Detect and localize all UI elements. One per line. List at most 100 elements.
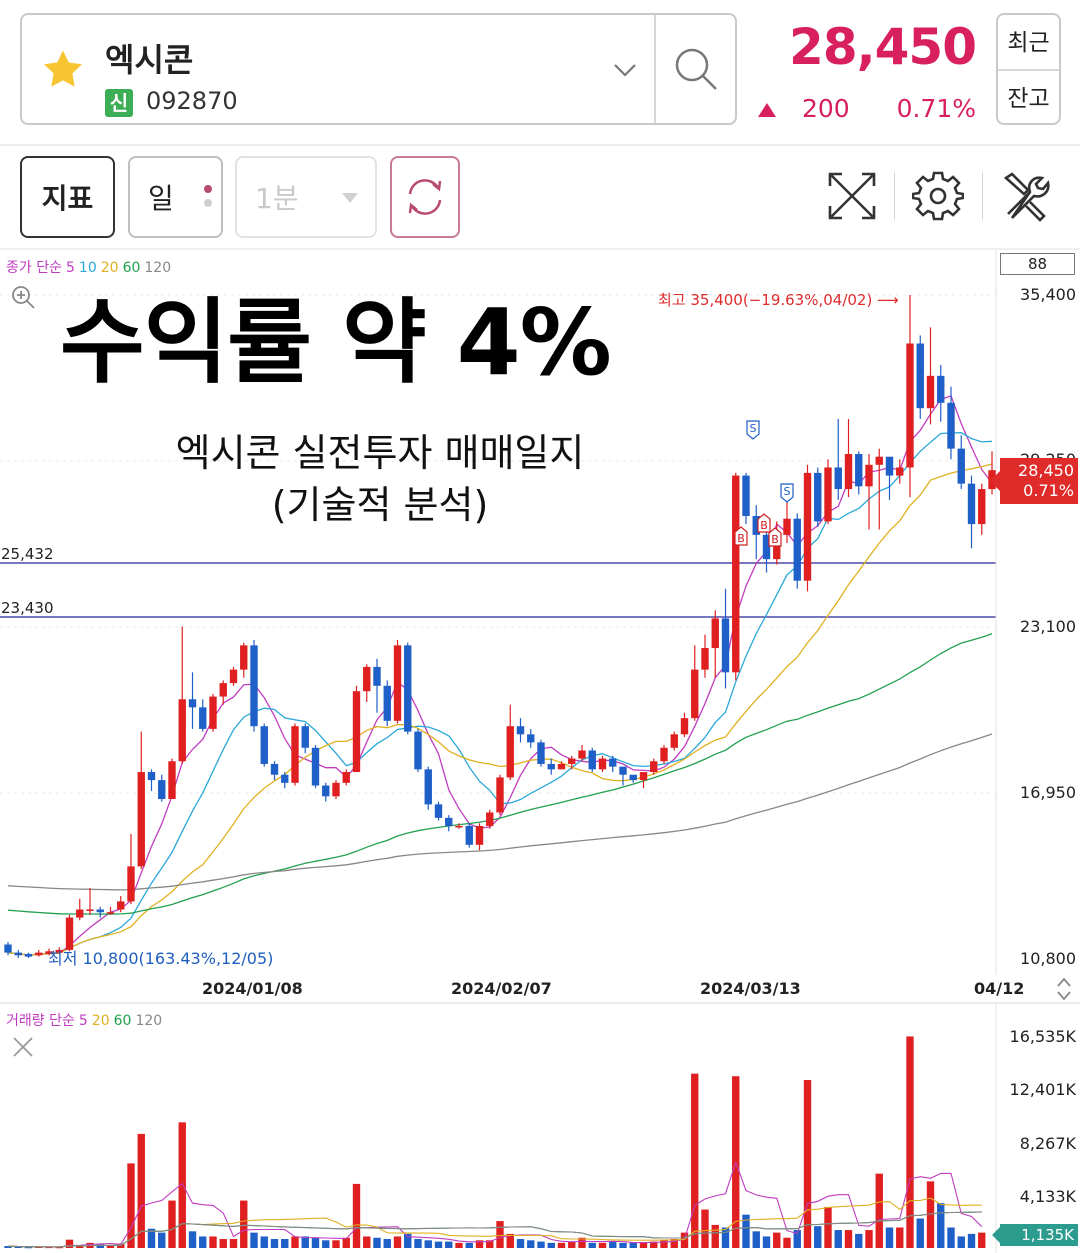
candle-count[interactable]: 88 (1000, 253, 1075, 275)
candle (496, 774, 504, 816)
volume-bar (516, 1239, 525, 1248)
star-icon[interactable] (40, 47, 86, 93)
trade-marker-shape (757, 513, 771, 533)
candle (383, 680, 391, 727)
candle-body (711, 618, 719, 649)
candle-body (250, 645, 258, 727)
candle (65, 914, 74, 952)
volume-chart[interactable] (0, 1004, 1080, 1253)
candle (137, 731, 145, 870)
candle-body (906, 343, 914, 468)
candle-body (342, 772, 350, 783)
candle-body (629, 774, 637, 781)
candle (158, 774, 166, 802)
indicator-button[interactable]: 지표 (20, 156, 115, 238)
candle-body (732, 475, 740, 673)
volume-bar (660, 1240, 668, 1248)
candle (568, 755, 576, 770)
chevron-down-icon[interactable] (610, 55, 640, 85)
volume-bar (885, 1227, 894, 1248)
candle-body (639, 772, 648, 781)
price-ma-60: 60 (122, 260, 141, 276)
volume-bar (455, 1242, 463, 1248)
candle-body (434, 804, 443, 818)
interval-select[interactable]: 1분 (235, 156, 377, 238)
trade-marker: S (780, 483, 794, 503)
candle (281, 772, 289, 789)
candle-body (199, 707, 207, 729)
expand-icon[interactable] (826, 170, 878, 222)
price-change: 200 (802, 94, 850, 123)
volume-bar (393, 1236, 402, 1248)
refresh-button[interactable] (390, 156, 460, 238)
volume-bar (803, 1080, 812, 1248)
candle (393, 639, 402, 724)
candle-body (106, 912, 115, 914)
candle (537, 739, 545, 767)
ma-line-120 (7, 733, 993, 891)
overlay-title: 수익률 약 4% (60, 289, 612, 396)
stock-selector[interactable]: 엑시콘 신 092870 (20, 13, 737, 125)
candle-body (301, 726, 309, 748)
candle (926, 327, 935, 425)
vol-ma-60: 60 (113, 1013, 132, 1029)
candle-body (404, 645, 412, 732)
volume-bar (680, 1232, 689, 1248)
current-price-tag-value: 28,450 (1018, 461, 1074, 480)
candle-body (937, 375, 945, 403)
candle-body (557, 763, 566, 770)
candle-body (475, 825, 484, 845)
volume-bar (496, 1221, 504, 1248)
search-icon[interactable] (670, 43, 722, 95)
close-icon[interactable] (12, 1036, 34, 1058)
candle-body (947, 402, 955, 449)
candle-body (117, 901, 125, 910)
gear-icon[interactable] (912, 170, 964, 222)
candle-body (373, 666, 381, 686)
volume-bar (301, 1236, 309, 1248)
volume-bar (619, 1242, 627, 1248)
current-price-tag-pct: 0.71% (1023, 481, 1074, 500)
candle (516, 718, 525, 743)
candle (609, 755, 617, 773)
period-button[interactable]: 일 (128, 156, 223, 238)
volume-bar (537, 1241, 545, 1248)
volume-bar (670, 1239, 678, 1248)
volume-bar (188, 1231, 197, 1248)
candle (752, 505, 760, 560)
candle-body (701, 648, 709, 670)
volume-bar (147, 1228, 156, 1248)
candle-body (814, 472, 822, 522)
volume-bar (937, 1203, 945, 1248)
interval-label: 1분 (255, 182, 299, 215)
balance-button[interactable]: 잔고 (1007, 86, 1050, 112)
candle-body (86, 909, 94, 911)
volume-bar (117, 1243, 125, 1248)
recent-button[interactable]: 최근 (1007, 30, 1050, 56)
zoom-in-icon[interactable] (10, 284, 36, 310)
volume-bar (834, 1230, 842, 1248)
period-label: 일 (148, 182, 174, 215)
candle-body (609, 758, 617, 767)
volume-bar (363, 1236, 371, 1248)
candle-body (844, 454, 853, 490)
x-tick: 04/12 (974, 979, 1025, 998)
trade-marker-shape (746, 420, 760, 440)
candle-body (486, 812, 494, 826)
trade-marker-label: B (760, 519, 768, 532)
low-note: 최저 10,800(163.43%,12/05) (48, 949, 274, 968)
scroll-arrows-icon[interactable] (1054, 976, 1074, 1002)
candle-body (598, 758, 607, 770)
candle-body (537, 742, 545, 764)
tools-icon[interactable] (1000, 170, 1052, 222)
volume-bar (178, 1122, 186, 1248)
hline-label: 25,432 (1, 545, 54, 563)
volume-bar (814, 1226, 822, 1248)
trade-marker-shape (734, 526, 748, 546)
candle (445, 815, 453, 832)
volume-bar (639, 1242, 648, 1248)
candle (506, 704, 514, 781)
candle (711, 610, 719, 678)
candle (188, 672, 197, 729)
